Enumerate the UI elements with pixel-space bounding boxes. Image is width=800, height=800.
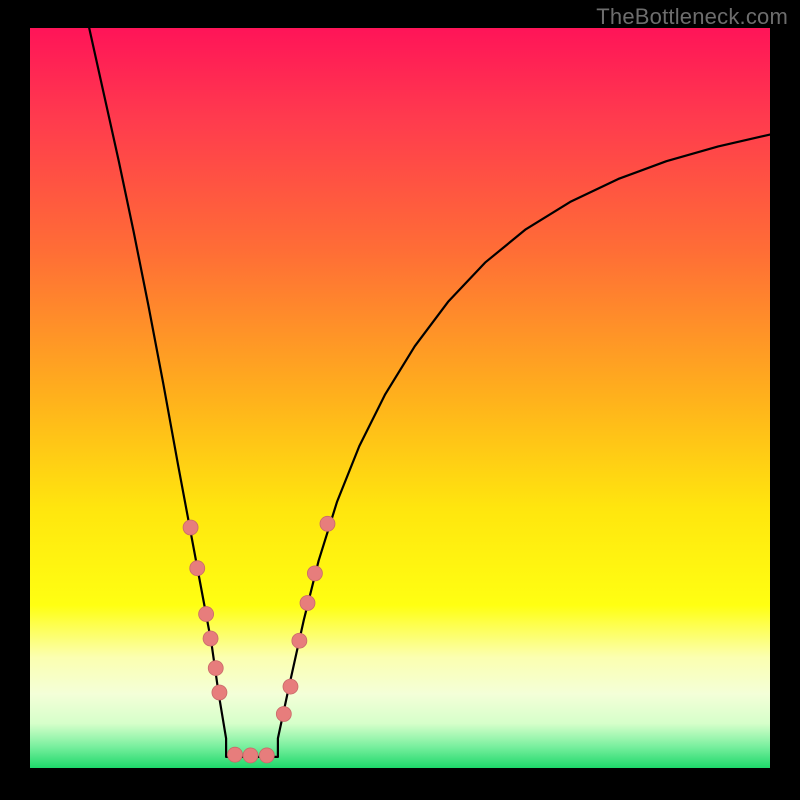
data-marker: [283, 679, 298, 694]
data-marker: [276, 706, 291, 721]
data-marker: [199, 607, 214, 622]
data-marker: [320, 516, 335, 531]
data-marker: [259, 748, 274, 763]
watermark-text: TheBottleneck.com: [596, 4, 788, 30]
bottleneck-chart: [0, 0, 800, 800]
data-marker: [183, 520, 198, 535]
plot-background: [30, 28, 770, 768]
data-marker: [190, 561, 205, 576]
data-marker: [300, 595, 315, 610]
data-marker: [212, 685, 227, 700]
data-marker: [227, 747, 242, 762]
data-marker: [243, 748, 258, 763]
data-marker: [203, 631, 218, 646]
data-marker: [307, 566, 322, 581]
data-marker: [292, 633, 307, 648]
chart-frame: TheBottleneck.com: [0, 0, 800, 800]
data-marker: [208, 661, 223, 676]
